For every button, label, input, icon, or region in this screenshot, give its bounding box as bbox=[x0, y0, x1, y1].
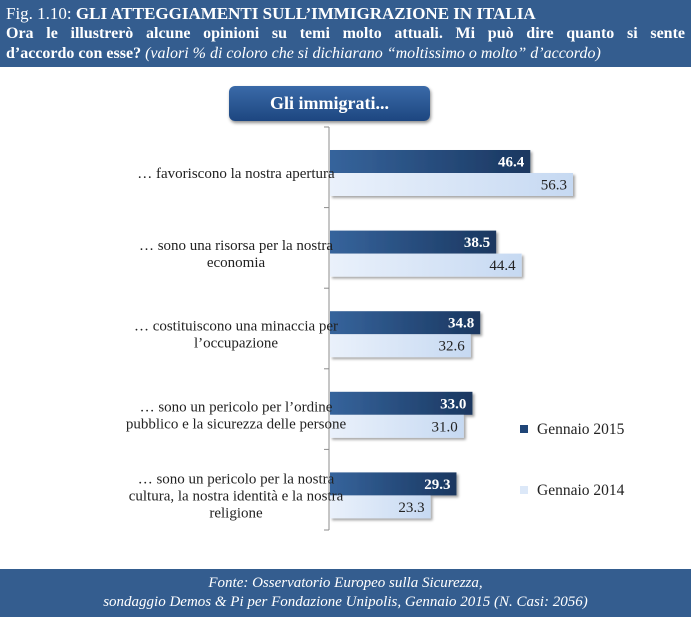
bar-value-label: 33.0 bbox=[440, 396, 466, 412]
bar-value-label: 23.3 bbox=[398, 500, 424, 516]
bar-2014 bbox=[330, 253, 522, 277]
bar-value-label: 46.4 bbox=[498, 155, 525, 171]
bar-2014 bbox=[330, 334, 471, 358]
legend-label: Gennaio 2014 bbox=[537, 482, 625, 499]
bar-value-label: 34.8 bbox=[448, 316, 474, 332]
figure-number: Fig. 1.10: bbox=[6, 4, 72, 23]
category-label: religione bbox=[209, 505, 263, 521]
category-label: … favoriscono la nostra apertura bbox=[137, 166, 335, 182]
category-label: economia bbox=[207, 255, 266, 271]
question-note: (valori % di coloro che si dichiarano “m… bbox=[145, 45, 601, 62]
source-line-1: Fonte: Osservatorio Europeo sulla Sicure… bbox=[208, 575, 483, 591]
category-label: … sono un pericolo per l’ordine bbox=[140, 399, 333, 415]
category-label: … sono una risorsa per la nostra bbox=[139, 238, 333, 254]
bar-2015 bbox=[330, 150, 531, 173]
bar-2014 bbox=[330, 173, 573, 196]
legend-label: Gennaio 2015 bbox=[537, 421, 625, 438]
bar-value-label: 29.3 bbox=[424, 477, 450, 493]
bar-2015 bbox=[330, 472, 457, 496]
bar-2014 bbox=[330, 414, 464, 438]
category-label: pubblico e la sicurezza delle persone bbox=[126, 416, 347, 432]
bar-2015 bbox=[330, 230, 497, 254]
source-footer: Fonte: Osservatorio Europeo sulla Sicure… bbox=[0, 569, 691, 617]
bar-value-label: 31.0 bbox=[432, 419, 458, 435]
bar-2015 bbox=[330, 311, 481, 335]
figure-header: Fig. 1.10: GLI ATTEGGIAMENTI SULL’IMMIGR… bbox=[0, 0, 691, 67]
legend-swatch-2014 bbox=[520, 486, 528, 494]
bar-2015 bbox=[330, 391, 473, 415]
category-label: … sono un pericolo per la nostra bbox=[138, 471, 335, 487]
legend-swatch-2015 bbox=[520, 425, 528, 433]
category-label: … costituiscono una minaccia per bbox=[134, 319, 338, 335]
chart-title-pill: Gli immigrati... bbox=[229, 86, 430, 121]
bar-value-label: 44.4 bbox=[489, 258, 516, 274]
question-line-2: d’accordo con esse? bbox=[6, 45, 142, 62]
category-label: cultura, la nostra identità e la nostra bbox=[129, 488, 344, 504]
question-line-1: Ora le illustrerò alcune opinioni su tem… bbox=[6, 25, 685, 42]
category-label: l’occupazione bbox=[194, 336, 278, 352]
bar-value-label: 56.3 bbox=[541, 178, 567, 194]
figure-title: GLI ATTEGGIAMENTI SULL’IMMIGRAZIONE IN I… bbox=[75, 4, 536, 23]
bar-value-label: 32.6 bbox=[438, 339, 465, 355]
bar-value-label: 38.5 bbox=[464, 235, 490, 251]
source-line-2: sondaggio Demos & Pi per Fondazione Unip… bbox=[103, 594, 588, 610]
bar-2014 bbox=[330, 495, 431, 519]
bar-chart: 46.4 56.3 … favoriscono la nostra apertura… bbox=[126, 126, 625, 531]
